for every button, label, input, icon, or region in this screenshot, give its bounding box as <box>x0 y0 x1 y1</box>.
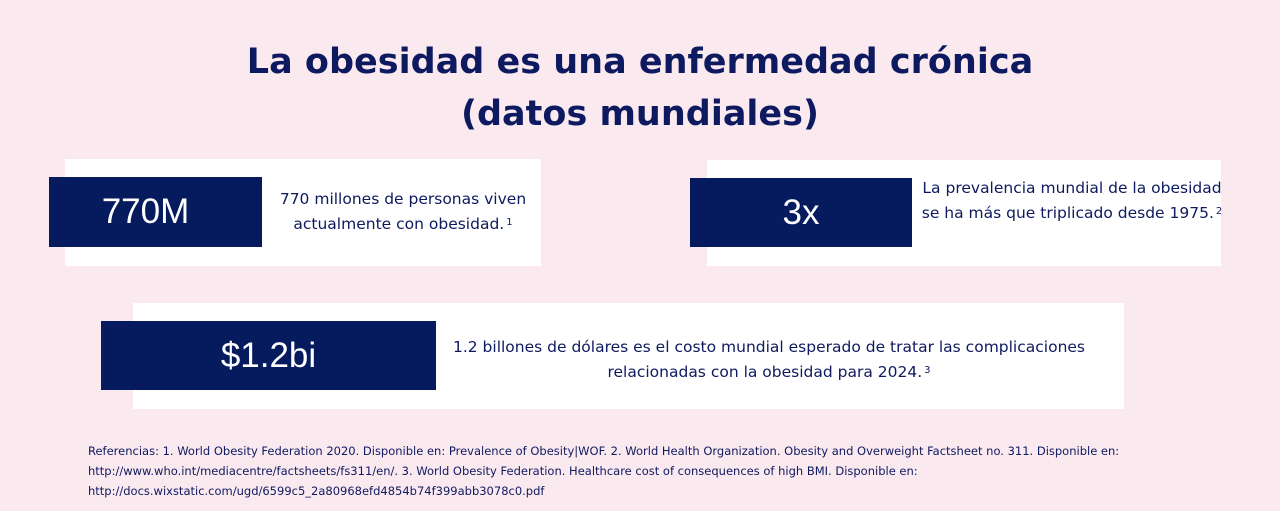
footnote-marker-1: 1 <box>506 217 513 228</box>
references-text: Referencias: 1. World Obesity Federation… <box>88 444 1120 498</box>
stat-description-people: 770 millones de personas viven actualmen… <box>272 187 534 237</box>
references-footnote: Referencias: 1. World Obesity Federation… <box>88 441 1198 501</box>
title-line-2: (datos mundiales) <box>461 94 819 134</box>
stat-description-cost: 1.2 billones de dólares es el costo mund… <box>446 335 1092 385</box>
footnote-marker-2: 2 <box>1215 206 1223 217</box>
stat-value-3x: 3x <box>782 192 820 232</box>
stat-box-770m: 770M <box>49 177 262 247</box>
stat-description-prevalence: La prevalencia mundial de la obesidad se… <box>918 176 1226 226</box>
stat-value-770m: 770M <box>101 192 190 231</box>
stat-text-people: 770 millones de personas viven actualmen… <box>279 190 527 233</box>
page-title: La obesidad es una enfermedad crónica (d… <box>0 36 1280 140</box>
footnote-marker-3: 3 <box>924 365 931 376</box>
stat-text-cost: 1.2 billones de dólares es el costo mund… <box>452 338 1086 381</box>
stat-box-1-2bi: $1.2bi <box>101 321 436 390</box>
stat-value-1-2bi: $1.2bi <box>220 335 317 375</box>
stat-text-prevalence: La prevalencia mundial de la obesidad se… <box>921 179 1222 222</box>
stat-box-3x: 3x <box>690 178 912 247</box>
title-line-1: La obesidad es una enfermedad crónica <box>246 42 1034 82</box>
